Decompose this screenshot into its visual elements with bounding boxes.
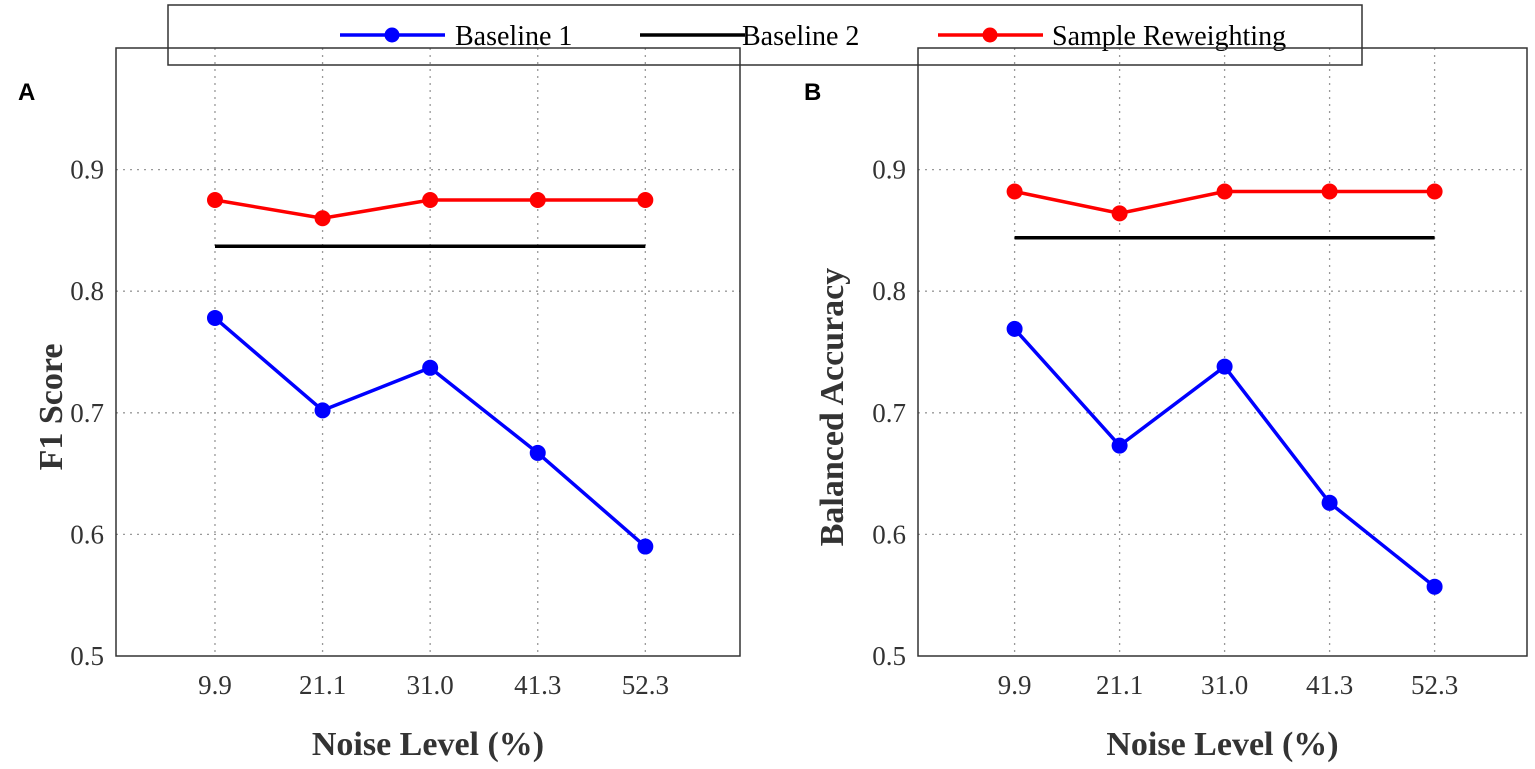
data-point-sample-reweighting — [529, 192, 546, 208]
x-axis-label: Noise Level (%) — [1106, 726, 1338, 763]
x-axis-label: Noise Level (%) — [312, 726, 544, 763]
legend-label: Baseline 1 — [455, 21, 572, 52]
y-axis-label: F1 Score — [33, 344, 70, 471]
x-tick-label: 31.0 — [1201, 670, 1248, 700]
y-axis-label: Balanced Accuracy — [814, 268, 851, 547]
legend-entry-sample-reweighting: Sample Reweighting — [938, 21, 1286, 52]
axes-box — [115, 47, 741, 657]
data-point-baseline-1 — [1321, 494, 1338, 511]
data-point-baseline-1 — [1216, 358, 1233, 375]
panel-a-f1-score: 9.9 21.1 31.0 41.3 52.3 0.5 0.6 0.7 0.8 0.9 Noise … — [18, 47, 741, 763]
y-tick-label: 0.6 — [70, 519, 104, 549]
legend-label: Sample Reweighting — [1052, 21, 1286, 52]
y-tick-label: 0.5 — [872, 641, 906, 671]
y-tick-label: 0.7 — [872, 398, 906, 428]
series-line-baseline-1 — [213, 316, 647, 548]
x-tick-label: 52.3 — [1411, 670, 1458, 700]
y-tick-label: 0.8 — [872, 276, 906, 306]
data-point-baseline-1 — [1006, 320, 1023, 337]
data-point-baseline-1 — [1426, 578, 1443, 595]
data-point-baseline-1 — [1111, 437, 1128, 454]
data-point-baseline-1 — [314, 402, 331, 419]
data-point-baseline-1 — [206, 309, 223, 326]
panel-b-balanced-accuracy: 9.9 21.1 31.0 41.3 52.3 0.5 0.6 0.7 0.8 0.9 Noise … — [804, 47, 1528, 763]
legend-marker — [982, 27, 998, 43]
data-point-sample-reweighting — [314, 210, 331, 227]
y-tick-label: 0.9 — [872, 155, 906, 185]
data-point-sample-reweighting — [637, 192, 654, 208]
x-tick-label: 21.1 — [299, 670, 346, 700]
legend-label: Baseline 2 — [742, 21, 859, 52]
data-point-baseline-1 — [637, 538, 654, 555]
x-tick-label: 21.1 — [1096, 670, 1143, 700]
panel-label: B — [804, 79, 821, 106]
panel-label: A — [18, 79, 35, 106]
y-tick-label: 0.8 — [70, 276, 104, 306]
data-point-sample-reweighting — [1321, 183, 1338, 200]
y-tick-label: 0.7 — [70, 398, 104, 428]
axes-box — [917, 47, 1528, 657]
x-tick-label: 52.3 — [622, 670, 669, 700]
x-tick-label: 31.0 — [407, 670, 454, 700]
y-tick-label: 0.5 — [70, 641, 104, 671]
data-point-baseline-1 — [422, 359, 439, 376]
data-point-sample-reweighting — [1111, 205, 1128, 222]
legend-entry-baseline-2: Baseline 2 — [640, 21, 859, 52]
x-tick-label: 9.9 — [198, 670, 232, 700]
y-tick-label: 0.6 — [872, 519, 906, 549]
data-point-sample-reweighting — [1006, 183, 1023, 200]
data-point-sample-reweighting — [206, 192, 223, 208]
data-point-baseline-1 — [529, 444, 546, 461]
data-point-sample-reweighting — [1426, 183, 1443, 200]
data-point-sample-reweighting — [1216, 183, 1233, 200]
y-tick-label: 0.9 — [70, 155, 104, 185]
legend-marker — [384, 27, 400, 43]
x-tick-label: 41.3 — [1306, 670, 1353, 700]
legend-entry-baseline-1: Baseline 1 — [340, 21, 572, 52]
data-point-sample-reweighting — [422, 192, 439, 208]
x-tick-label: 41.3 — [514, 670, 561, 700]
legend: Baseline 1 Baseline 2 Sample Reweighting — [167, 4, 1363, 66]
x-tick-label: 9.9 — [998, 670, 1032, 700]
